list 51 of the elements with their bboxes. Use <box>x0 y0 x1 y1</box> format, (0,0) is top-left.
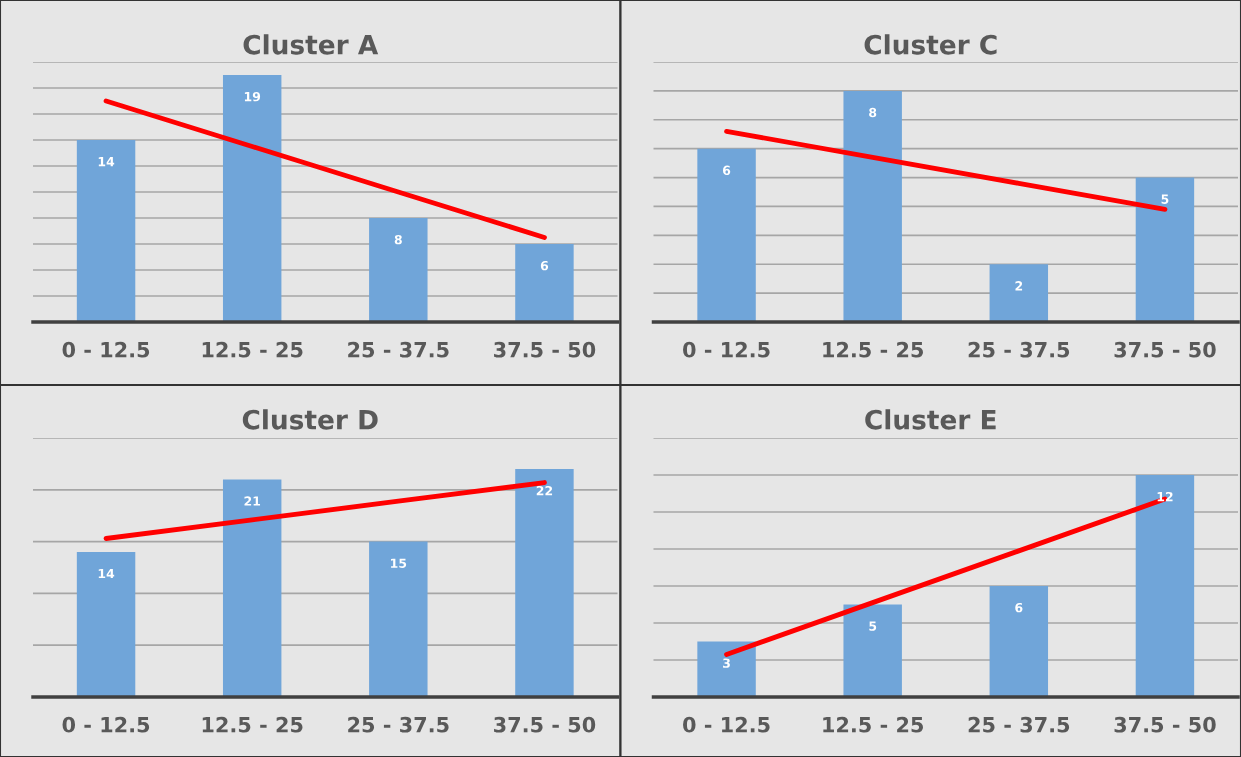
bar <box>1135 177 1195 322</box>
bar <box>515 244 574 322</box>
data-label: 6 <box>540 260 549 271</box>
data-label: 5 <box>869 621 877 631</box>
x-tick-label: 12.5 - 25 <box>823 341 924 358</box>
x-tick-label: 0 - 12.5 <box>62 341 150 358</box>
bar <box>515 469 574 697</box>
data-label: 14 <box>98 157 115 167</box>
data-label: 14 <box>98 569 115 579</box>
x-tick-label: 37.5 - 50 <box>494 341 596 358</box>
data-label: 19 <box>244 91 261 102</box>
data-label: 6 <box>1015 602 1023 613</box>
x-tick-label: 25 - 37.5 <box>968 341 1070 358</box>
data-label: 8 <box>869 107 877 118</box>
data-label: 21 <box>244 496 261 506</box>
bar <box>843 90 902 322</box>
x-tick-label: 12.5 - 25 <box>202 341 303 358</box>
bar <box>222 479 282 697</box>
data-label: 6 <box>722 165 731 176</box>
bar <box>989 264 1049 322</box>
bar <box>369 541 428 697</box>
x-tick-label: 0 - 12.5 <box>683 716 770 733</box>
x-tick-label: 25 - 37.5 <box>348 716 449 733</box>
x-tick-label: 0 - 12.5 <box>683 341 770 358</box>
bar <box>76 551 136 697</box>
x-tick-label: 37.5 - 50 <box>1114 716 1216 733</box>
bar <box>697 148 756 322</box>
bar <box>1135 475 1195 697</box>
x-tick-label: 12.5 - 25 <box>823 716 924 733</box>
x-tick-label: 25 - 37.5 <box>968 716 1070 733</box>
x-tick-label: 25 - 37.5 <box>348 341 449 358</box>
chart-title: Cluster C <box>864 34 997 55</box>
x-tick-label: 37.5 - 50 <box>494 716 596 733</box>
chart-title: Cluster A <box>243 34 379 55</box>
bar <box>222 75 282 322</box>
bar <box>76 140 136 322</box>
bar <box>697 641 756 697</box>
chart-title: Cluster E <box>865 409 996 430</box>
x-tick-label: 0 - 12.5 <box>62 716 150 733</box>
bar <box>369 218 428 322</box>
x-tick-label: 37.5 - 50 <box>1114 341 1216 358</box>
data-label: 15 <box>391 558 407 568</box>
chart-title: Cluster D <box>242 409 378 430</box>
bar <box>989 586 1049 697</box>
data-label: 3 <box>723 658 730 668</box>
data-label: 22 <box>536 485 553 496</box>
x-tick-label: 12.5 - 25 <box>202 716 303 733</box>
data-label: 8 <box>394 234 402 245</box>
data-label: 5 <box>1161 194 1169 204</box>
data-label: 2 <box>1015 281 1023 291</box>
bar <box>843 604 902 697</box>
